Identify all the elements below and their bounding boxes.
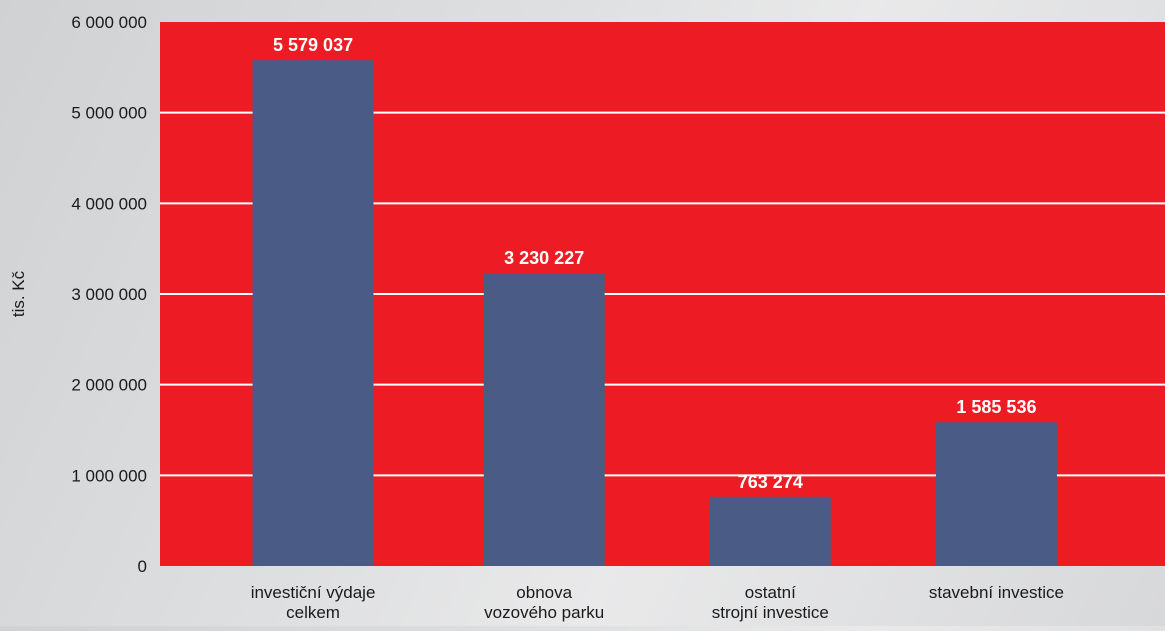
x-tick-label-0: investiční výdaje celkem [251,583,376,622]
x-tick-label-1-line-0: obnova [516,583,572,602]
value-label-1: 3 230 227 [504,248,584,268]
x-axis-ticks: investiční výdaje celkem obnova vozového pa… [251,583,1064,622]
y-tick-label-5: 5 000 000 [71,104,147,123]
value-label-3: 1 585 536 [956,397,1036,417]
value-label-0: 5 579 037 [273,35,353,55]
bar-3 [935,422,1057,566]
y-axis-ticks: 0 1 000 000 2 000 000 3 000 000 4 000 000 5 0… [71,13,147,576]
y-axis-label: tis. Kč [9,270,28,317]
x-tick-label-2: ostatní strojní investice [712,583,829,622]
bar-2 [709,496,831,566]
bar-1 [483,273,605,566]
y-tick-label-2: 2 000 000 [71,376,147,395]
x-tick-label-3: stavební investice [929,583,1064,602]
x-tick-label-2-line-1: strojní investice [712,603,829,622]
value-label-2: 763 274 [738,472,803,492]
y-tick-label-6: 6 000 000 [71,13,147,32]
y-tick-label-0: 0 [138,557,147,576]
y-tick-label-3: 3 000 000 [71,285,147,304]
x-tick-label-0-line-1: celkem [286,603,340,622]
x-tick-label-3-line-0: stavební investice [929,583,1064,602]
bars [252,60,1057,567]
value-labels: 5 579 037 3 230 227 763 274 1 585 536 [273,35,1036,492]
x-tick-label-1-line-1: vozového parku [484,603,604,622]
bar-0 [252,60,374,567]
y-tick-label-4: 4 000 000 [71,194,147,213]
x-tick-label-1: obnova vozového parku [484,583,604,622]
x-tick-label-0-line-0: investiční výdaje [251,583,376,602]
y-tick-label-1: 1 000 000 [71,466,147,485]
x-tick-label-2-line-0: ostatní [745,583,796,602]
